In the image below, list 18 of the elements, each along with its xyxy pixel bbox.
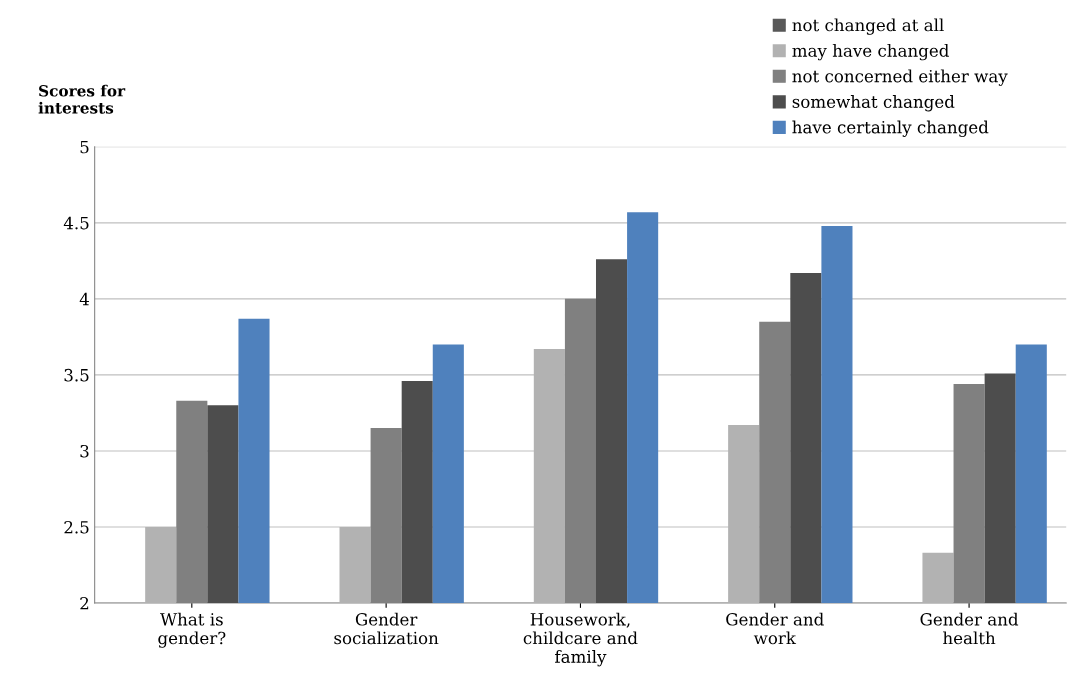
legend-label: not concerned either way [792,69,1008,86]
x-tick-label: Housework, childcare and family [523,612,638,667]
legend-label: somewhat changed [792,95,955,112]
y-tick-label: 2.5 [64,520,89,534]
y-tick-label: 4 [79,292,89,306]
legend-label: may have changed [792,43,949,61]
legend-label: not changed at all [792,18,944,35]
y-tick-label: 3.5 [64,368,89,382]
y-axis-title: Scores for interests [38,84,126,114]
x-tick-label: Gender and health [920,612,1019,645]
y-tick-label: 5 [80,140,89,154]
x-tick-label: Gender and work [726,612,824,645]
x-tick-label: Gender socialization [334,612,439,645]
y-tick-label: 2 [80,596,89,610]
y-tick-label: 3 [80,444,89,458]
y-tick-label: 4.5 [63,216,89,230]
legend-label: have certainly changed [792,120,989,137]
x-tick-label: What is gender? [158,612,226,648]
